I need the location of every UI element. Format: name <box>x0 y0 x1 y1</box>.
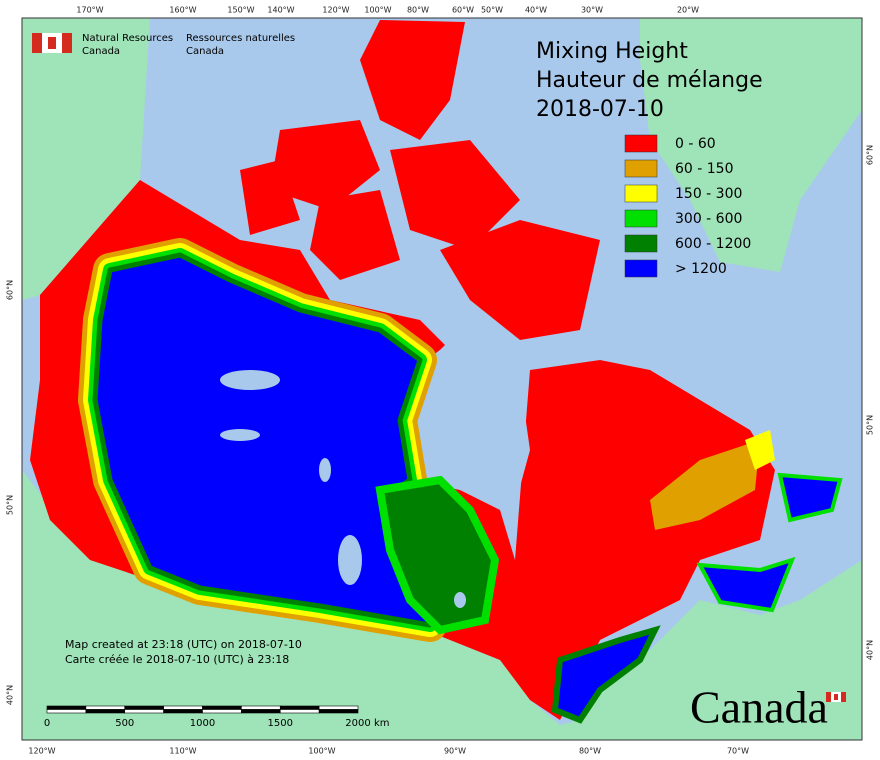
legend-label: 600 - 1200 <box>675 236 751 252</box>
map-title: Hauteur de mélange <box>536 68 763 93</box>
legend-swatch <box>624 209 658 228</box>
scale-segment <box>163 705 203 710</box>
scale-segment <box>318 705 359 710</box>
scale-label: 0 <box>44 718 50 729</box>
organization-english: Canada <box>82 46 120 57</box>
legend-swatch <box>624 259 658 278</box>
longitude-label: 140°W <box>267 6 294 15</box>
land <box>22 18 862 740</box>
scale-segment <box>124 709 164 714</box>
legend-swatch <box>624 184 658 203</box>
scale-label: 500 <box>115 718 134 729</box>
longitude-label: 40°W <box>525 6 547 15</box>
longitude-label: 80°W <box>407 6 429 15</box>
latitude-label: 50°N <box>866 415 875 435</box>
scale-segment <box>202 709 242 714</box>
scale-segment <box>85 705 126 710</box>
longitude-label: 160°W <box>169 6 196 15</box>
legend-label: 150 - 300 <box>675 186 742 202</box>
scale-segment <box>124 705 164 710</box>
scale-segment <box>279 709 320 714</box>
map-note: Map created at 23:18 (UTC) on 2018-07-10 <box>65 638 302 651</box>
longitude-label: 150°W <box>227 6 254 15</box>
longitude-label: 70°W <box>727 747 749 756</box>
scale-unit: km <box>374 718 390 729</box>
longitude-label: 80°W <box>579 747 601 756</box>
legend-label: 60 - 150 <box>675 161 734 177</box>
longitude-label: 90°W <box>444 747 466 756</box>
map-title: 2018-07-10 <box>536 97 664 122</box>
longitude-label: 50°W <box>481 6 503 15</box>
scale-segment <box>85 709 126 714</box>
longitude-label: 120°W <box>322 6 349 15</box>
scale-segment <box>279 705 320 710</box>
scale-label: 2000 <box>345 718 370 729</box>
legend-swatch <box>624 159 658 178</box>
latitude-label: 60°N <box>6 280 15 300</box>
scale-segment <box>202 705 242 710</box>
legend-swatch <box>624 234 658 253</box>
legend-swatch <box>624 134 658 153</box>
longitude-label: 30°W <box>581 6 603 15</box>
longitude-label: 100°W <box>364 6 391 15</box>
organization-french: Canada <box>186 46 224 57</box>
latitude-label: 50°N <box>6 495 15 515</box>
longitude-label: 120°W <box>28 747 55 756</box>
legend-label: > 1200 <box>675 261 727 277</box>
organization-french: Ressources naturelles <box>186 33 295 44</box>
canada-mixing-height <box>30 20 843 724</box>
longitude-label: 110°W <box>169 747 196 756</box>
longitude-label: 20°W <box>677 6 699 15</box>
scale-segment <box>46 705 87 710</box>
scale-segment <box>163 709 203 714</box>
latitude-label: 40°N <box>6 685 15 705</box>
scale-segment <box>318 709 359 714</box>
latitude-label: 40°N <box>866 640 875 660</box>
map-title: Mixing Height <box>536 39 688 64</box>
map-note: Carte créée le 2018-07-10 (UTC) à 23:18 <box>65 653 289 666</box>
scale-segment <box>46 709 87 714</box>
canada-wordmark: Canada <box>690 682 828 733</box>
legend-label: 300 - 600 <box>675 211 742 227</box>
scale-label: 1000 <box>190 718 215 729</box>
map-frame <box>21 17 863 741</box>
scale-label: 1500 <box>268 718 293 729</box>
longitude-label: 100°W <box>308 747 335 756</box>
longitude-label: 170°W <box>76 6 103 15</box>
legend-label: 0 - 60 <box>675 136 716 152</box>
wordmark-flag <box>826 692 846 702</box>
scale-segment <box>241 709 281 714</box>
longitude-label: 60°W <box>452 6 474 15</box>
nrcan-flag <box>32 33 72 53</box>
scale-segment <box>241 705 281 710</box>
latitude-label: 60°N <box>866 145 875 165</box>
organization-english: Natural Resources <box>82 33 173 44</box>
